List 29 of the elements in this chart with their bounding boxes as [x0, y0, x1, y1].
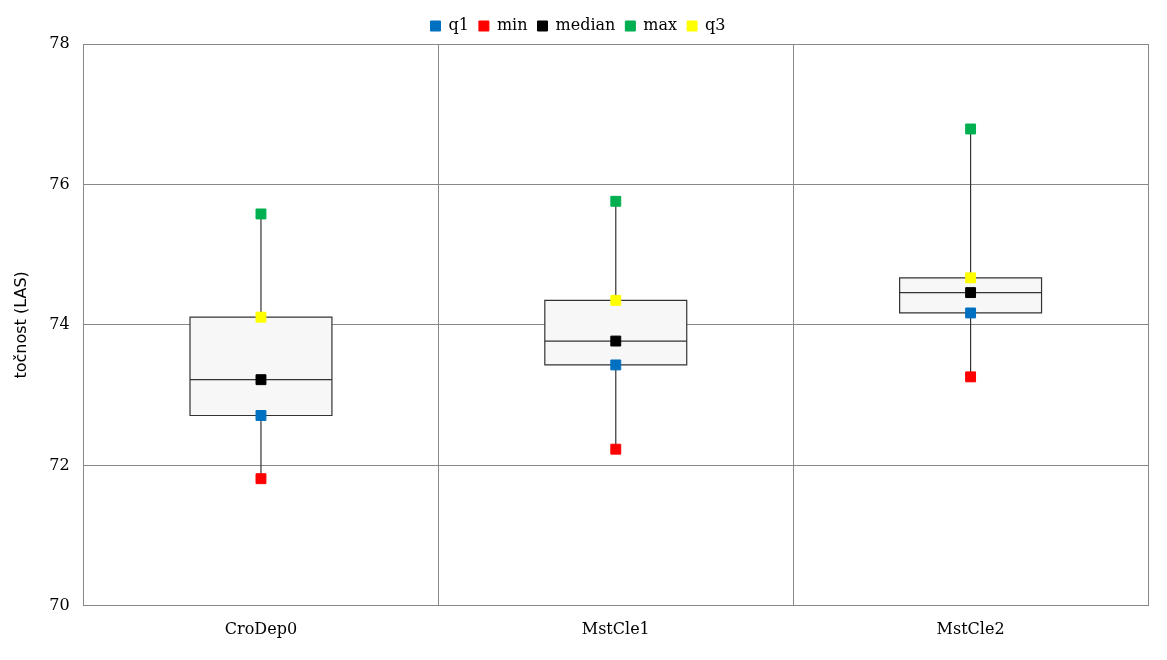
point: [610, 195, 622, 207]
point: [965, 272, 977, 284]
point: [965, 371, 977, 383]
point: [965, 287, 977, 299]
point: [255, 410, 267, 421]
point: [610, 443, 622, 455]
x-tick-label: MstCle1: [581, 618, 650, 638]
y-tick-label: 76: [49, 173, 70, 193]
legend-label: q3: [705, 15, 726, 35]
y-tick-label: 72: [49, 454, 70, 474]
legend-label: max: [643, 15, 678, 35]
x-tick-label: MstCle2: [936, 618, 1005, 638]
point: [965, 307, 977, 319]
x-tick-label: CroDep0: [224, 618, 298, 638]
point: [610, 294, 622, 306]
point: [610, 359, 622, 371]
y-axis-title: točnost (LAS): [10, 271, 30, 379]
point: [610, 335, 622, 347]
point: [965, 123, 977, 135]
legend-label: min: [496, 15, 528, 35]
point: [255, 473, 267, 485]
legend-label: q1: [448, 15, 469, 35]
point: [255, 311, 267, 323]
point: [255, 374, 267, 386]
legend-label: median: [555, 15, 616, 35]
point: [255, 208, 267, 220]
y-tick-label: 70: [49, 594, 70, 614]
y-tick-label: 74: [49, 314, 70, 334]
y-tick-label: 78: [49, 33, 70, 53]
